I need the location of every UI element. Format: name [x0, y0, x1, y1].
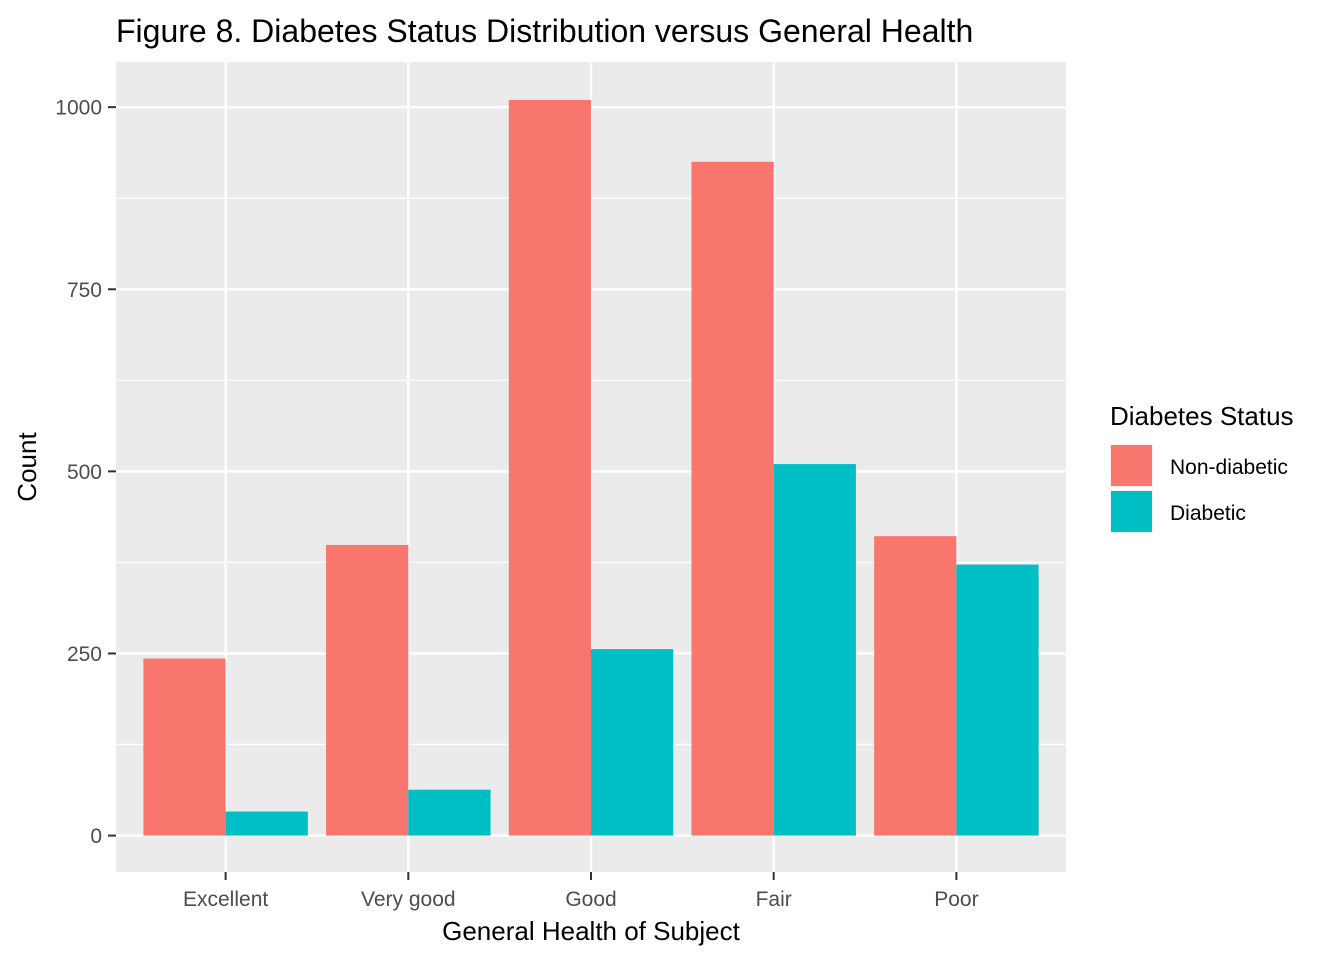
- legend-items: Non-diabetic Diabetic: [1110, 444, 1288, 533]
- legend-swatch: [1111, 445, 1152, 486]
- bar-diabetic-very-good: [408, 789, 491, 836]
- y-axis: 0 250 500 750 1000: [55, 97, 116, 848]
- legend-title: Diabetes Status: [1110, 401, 1294, 431]
- bar-diabetic-poor: [956, 564, 1039, 836]
- legend-label: Diabetic: [1170, 502, 1246, 525]
- bar-non-diabetic-very-good: [326, 544, 409, 836]
- x-tick-label: Good: [565, 888, 616, 911]
- bar-diabetic-fair: [773, 464, 856, 836]
- x-tick-label: Very good: [361, 888, 456, 911]
- y-tick-label: 0: [90, 825, 102, 848]
- x-tick-label: Poor: [934, 888, 978, 911]
- x-axis: Excellent Very good Good Fair Poor: [183, 872, 979, 911]
- bar-non-diabetic-poor: [874, 536, 957, 836]
- x-axis-title: General Health of Subject: [442, 916, 741, 946]
- x-tick-label: Excellent: [183, 888, 268, 911]
- legend-label: Non-diabetic: [1170, 456, 1288, 479]
- bar-diabetic-excellent: [225, 811, 308, 836]
- legend-swatch: [1111, 491, 1152, 532]
- y-tick-label: 1000: [55, 97, 102, 120]
- y-tick-label: 250: [67, 643, 102, 666]
- x-tick-label: Fair: [756, 888, 792, 911]
- legend: Diabetes Status Non-diabetic Diabetic: [1110, 401, 1294, 533]
- bar-non-diabetic-good: [508, 99, 591, 836]
- y-tick-label: 500: [67, 461, 102, 484]
- y-axis-title: Count: [12, 432, 42, 502]
- bar-non-diabetic-excellent: [143, 658, 226, 836]
- bar-non-diabetic-fair: [691, 161, 774, 836]
- y-tick-label: 750: [67, 279, 102, 302]
- chart-title: Figure 8. Diabetes Status Distribution v…: [116, 13, 973, 49]
- bars: [143, 99, 1039, 836]
- bar-diabetic-good: [591, 649, 674, 836]
